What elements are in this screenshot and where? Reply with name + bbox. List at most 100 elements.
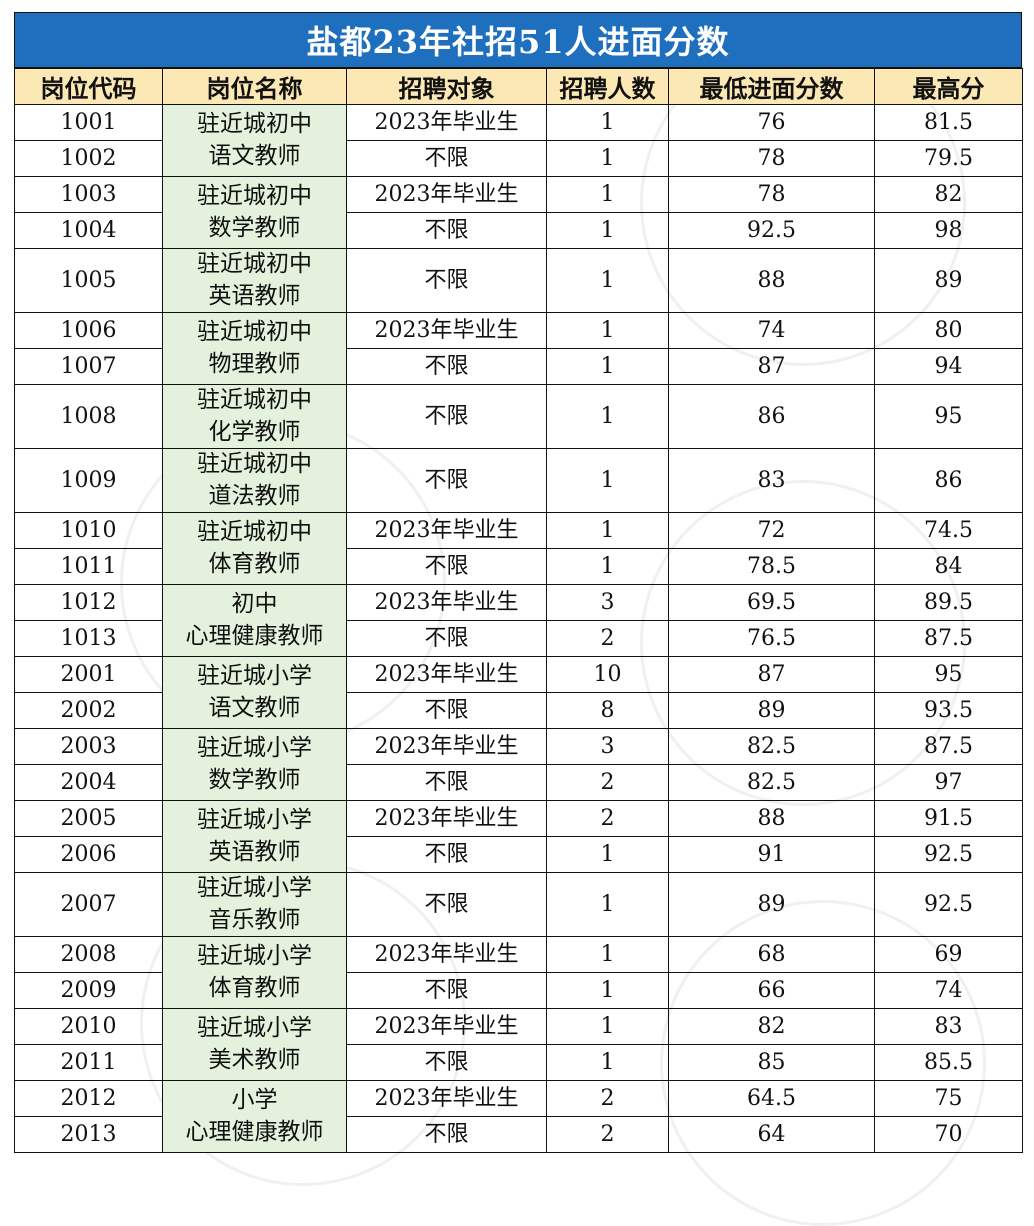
cell-max-score: 98 bbox=[874, 212, 1023, 249]
cell-min-score: 78 bbox=[668, 140, 875, 177]
cell-code: 1011 bbox=[14, 548, 163, 585]
cell-code: 2012 bbox=[14, 1080, 163, 1117]
cell-count: 8 bbox=[546, 692, 669, 729]
cell-min-score: 74 bbox=[668, 312, 875, 349]
cell-min-score: 72 bbox=[668, 512, 875, 549]
cell-position: 驻近城小学 英语教师 bbox=[162, 800, 347, 873]
table-row: 1006 驻近城初中 物理教师 2023年毕业生 1 74 80 bbox=[14, 312, 1023, 385]
cell-min-score: 83 bbox=[668, 448, 875, 513]
cell-position: 驻近城小学 语文教师 bbox=[162, 656, 347, 729]
cell-max-score: 95 bbox=[874, 656, 1023, 693]
table-row: 2006 不限 1 91 92.5 bbox=[14, 836, 1023, 873]
cell-position: 驻近城初中 物理教师 bbox=[162, 312, 347, 385]
cell-max-score: 84 bbox=[874, 548, 1023, 585]
cell-target: 2023年毕业生 bbox=[346, 800, 547, 837]
cell-min-score: 66 bbox=[668, 972, 875, 1009]
score-sheet: 盐都23年社招51人进面分数 岗位代码 岗位名称 招聘对象 招聘人数 最低进面分… bbox=[14, 12, 1023, 1153]
cell-position: 驻近城初中 语文教师 bbox=[162, 104, 347, 177]
table-row: 1007 不限 1 87 94 bbox=[14, 348, 1023, 385]
cell-max-score: 83 bbox=[874, 1008, 1023, 1045]
header-code: 岗位代码 bbox=[14, 68, 163, 105]
cell-count: 2 bbox=[546, 1116, 669, 1153]
cell-target: 不限 bbox=[346, 620, 547, 657]
cell-code: 1009 bbox=[14, 448, 163, 513]
cell-code: 1013 bbox=[14, 620, 163, 657]
cell-target: 不限 bbox=[346, 972, 547, 1009]
cell-max-score: 89 bbox=[874, 248, 1023, 313]
header-count: 招聘人数 bbox=[546, 68, 669, 105]
cell-code: 1004 bbox=[14, 212, 163, 249]
cell-max-score: 97 bbox=[874, 764, 1023, 801]
cell-max-score: 75 bbox=[874, 1080, 1023, 1117]
header-target: 招聘对象 bbox=[346, 68, 547, 105]
header-min-score: 最低进面分数 bbox=[668, 68, 875, 105]
cell-min-score: 64 bbox=[668, 1116, 875, 1153]
cell-target: 不限 bbox=[346, 212, 547, 249]
cell-count: 2 bbox=[546, 800, 669, 837]
table-row: 2005 驻近城小学 英语教师 2023年毕业生 2 88 91.5 bbox=[14, 800, 1023, 873]
cell-code: 1003 bbox=[14, 176, 163, 213]
cell-min-score: 82.5 bbox=[668, 728, 875, 765]
cell-count: 2 bbox=[546, 764, 669, 801]
cell-min-score: 89 bbox=[668, 872, 875, 937]
cell-target: 不限 bbox=[346, 548, 547, 585]
cell-code: 2005 bbox=[14, 800, 163, 837]
cell-code: 1005 bbox=[14, 248, 163, 313]
table-row: 2001 驻近城小学 语文教师 2023年毕业生 10 87 95 bbox=[14, 656, 1023, 729]
cell-target: 不限 bbox=[346, 384, 547, 449]
cell-position: 驻近城小学 音乐教师 bbox=[162, 872, 347, 937]
cell-min-score: 89 bbox=[668, 692, 875, 729]
cell-max-score: 70 bbox=[874, 1116, 1023, 1153]
cell-target: 不限 bbox=[346, 448, 547, 513]
cell-code: 1007 bbox=[14, 348, 163, 385]
cell-code: 2002 bbox=[14, 692, 163, 729]
cell-min-score: 88 bbox=[668, 248, 875, 313]
cell-max-score: 92.5 bbox=[874, 872, 1023, 937]
cell-max-score: 89.5 bbox=[874, 584, 1023, 621]
cell-code: 1010 bbox=[14, 512, 163, 549]
cell-code: 1012 bbox=[14, 584, 163, 621]
cell-position: 驻近城初中 英语教师 bbox=[162, 248, 347, 313]
cell-code: 2008 bbox=[14, 936, 163, 973]
table-row: 2011 不限 1 85 85.5 bbox=[14, 1044, 1023, 1081]
cell-min-score: 82.5 bbox=[668, 764, 875, 801]
cell-target: 不限 bbox=[346, 248, 547, 313]
cell-min-score: 69.5 bbox=[668, 584, 875, 621]
cell-min-score: 87 bbox=[668, 348, 875, 385]
cell-target: 不限 bbox=[346, 348, 547, 385]
cell-count: 1 bbox=[546, 384, 669, 449]
cell-position: 小学 心理健康教师 bbox=[162, 1080, 347, 1153]
score-table: 岗位代码 岗位名称 招聘对象 招聘人数 最低进面分数 最高分 1001 驻近城初中… bbox=[14, 68, 1023, 1153]
table-row: 2012 小学 心理健康教师 2023年毕业生 2 64.5 75 bbox=[14, 1080, 1023, 1153]
cell-max-score: 95 bbox=[874, 384, 1023, 449]
cell-position: 驻近城初中 体育教师 bbox=[162, 512, 347, 585]
cell-target: 不限 bbox=[346, 872, 547, 937]
table-row: 2004 不限 2 82.5 97 bbox=[14, 764, 1023, 801]
cell-target: 2023年毕业生 bbox=[346, 728, 547, 765]
cell-code: 1001 bbox=[14, 104, 163, 141]
cell-count: 10 bbox=[546, 656, 669, 693]
cell-count: 3 bbox=[546, 728, 669, 765]
sheet-title: 盐都23年社招51人进面分数 bbox=[14, 12, 1022, 68]
table-row: 1009 驻近城初中 道法教师 不限 1 83 86 bbox=[14, 448, 1023, 513]
cell-max-score: 86 bbox=[874, 448, 1023, 513]
cell-count: 1 bbox=[546, 548, 669, 585]
table-row: 1004 不限 1 92.5 98 bbox=[14, 212, 1023, 249]
cell-max-score: 69 bbox=[874, 936, 1023, 973]
table-row: 2008 驻近城小学 体育教师 2023年毕业生 1 68 69 bbox=[14, 936, 1023, 1009]
cell-max-score: 93.5 bbox=[874, 692, 1023, 729]
cell-min-score: 92.5 bbox=[668, 212, 875, 249]
table-row: 1011 不限 1 78.5 84 bbox=[14, 548, 1023, 585]
cell-target: 2023年毕业生 bbox=[346, 104, 547, 141]
cell-position: 驻近城小学 体育教师 bbox=[162, 936, 347, 1009]
table-row: 1001 驻近城初中 语文教师 2023年毕业生 1 76 81.5 bbox=[14, 104, 1023, 177]
table-row: 1008 驻近城初中 化学教师 不限 1 86 95 bbox=[14, 384, 1023, 449]
cell-min-score: 82 bbox=[668, 1008, 875, 1045]
table-row: 2003 驻近城小学 数学教师 2023年毕业生 3 82.5 87.5 bbox=[14, 728, 1023, 801]
cell-count: 1 bbox=[546, 936, 669, 973]
cell-code: 2001 bbox=[14, 656, 163, 693]
cell-min-score: 76.5 bbox=[668, 620, 875, 657]
cell-max-score: 82 bbox=[874, 176, 1023, 213]
cell-target: 不限 bbox=[346, 1116, 547, 1153]
table-row: 1013 不限 2 76.5 87.5 bbox=[14, 620, 1023, 657]
